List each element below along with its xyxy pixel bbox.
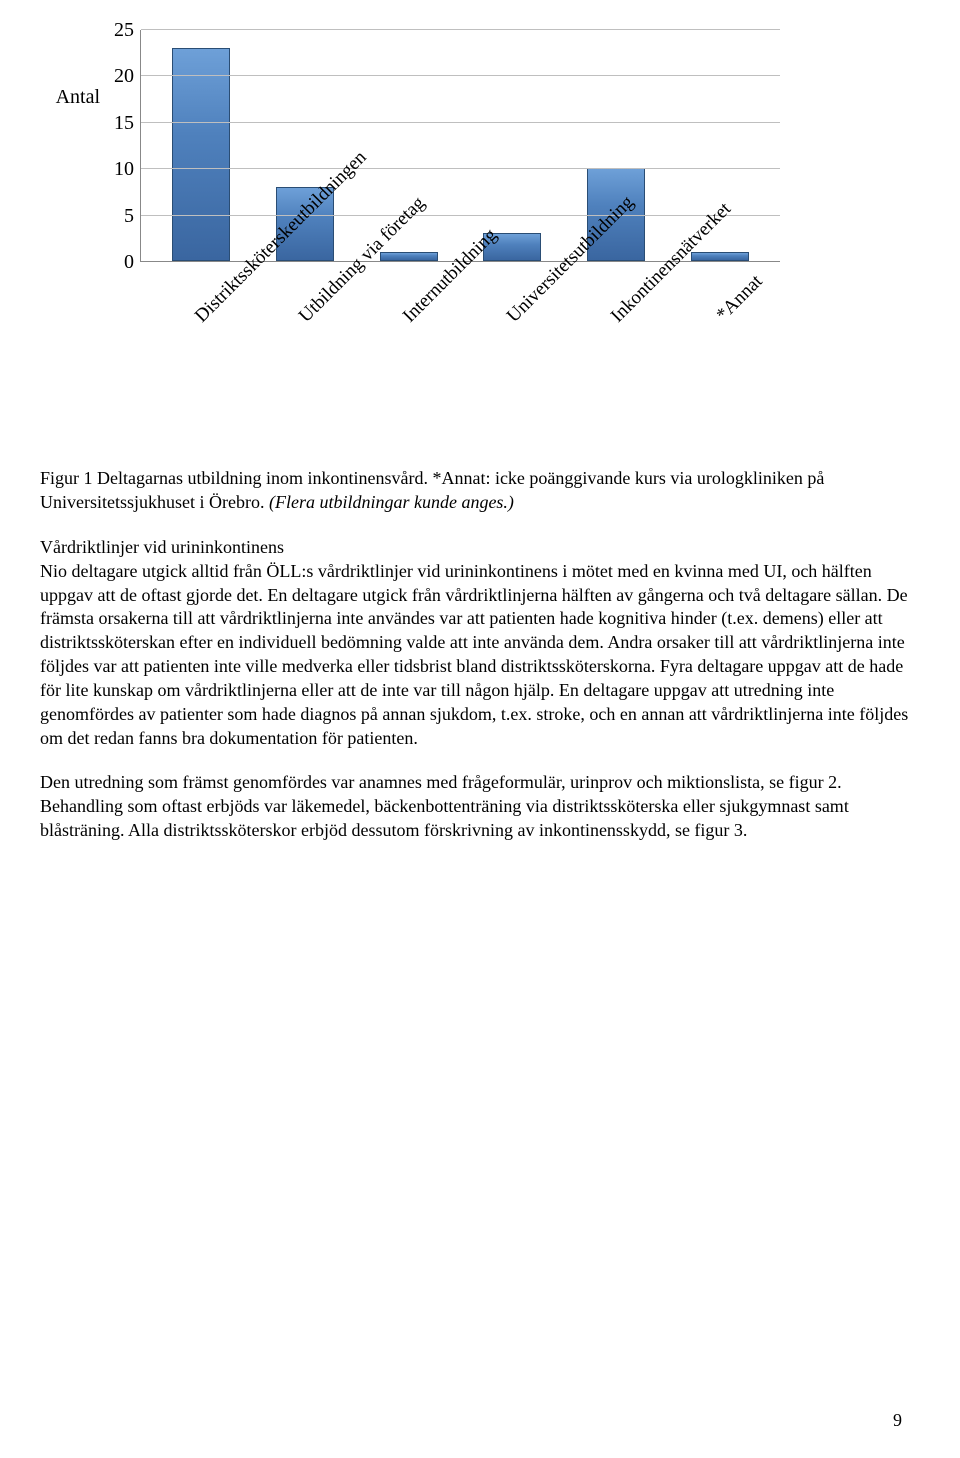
- bar: [691, 252, 749, 261]
- caption-italic: (Flera utbildningar kunde anges.): [269, 492, 514, 512]
- y-axis: 0510152025: [106, 30, 140, 262]
- gridline: [141, 122, 780, 123]
- gridline: [141, 75, 780, 76]
- bars-container: [141, 30, 780, 261]
- figure-caption: Figur 1 Deltagarnas utbildning inom inko…: [40, 466, 920, 515]
- gridline: [141, 215, 780, 216]
- body-paragraph-1: Nio deltagare utgick alltid från ÖLL:s v…: [40, 560, 920, 752]
- gridline: [141, 29, 780, 30]
- y-tick-label: 25: [114, 20, 134, 40]
- y-tick-label: 5: [124, 206, 134, 226]
- x-axis: DistriktssköterskeutbildningenUtbildning…: [140, 262, 780, 452]
- bar: [380, 252, 438, 261]
- gridline: [141, 168, 780, 169]
- y-tick-label: 0: [124, 252, 134, 272]
- y-axis-label: Antal: [40, 30, 106, 109]
- page-number: 9: [893, 1410, 902, 1431]
- bar-chart: Antal 0510152025 Distriktssköterskeutbil…: [40, 30, 780, 452]
- body-paragraph-2: Den utredning som främst genomfördes var…: [40, 771, 920, 843]
- y-tick-label: 15: [114, 113, 134, 133]
- y-tick-label: 20: [114, 66, 134, 86]
- y-tick-label: 10: [114, 159, 134, 179]
- section-heading: Vårdriktlinjer vid urininkontinens: [40, 537, 920, 558]
- bar: [172, 48, 230, 261]
- plot-area: [140, 30, 780, 262]
